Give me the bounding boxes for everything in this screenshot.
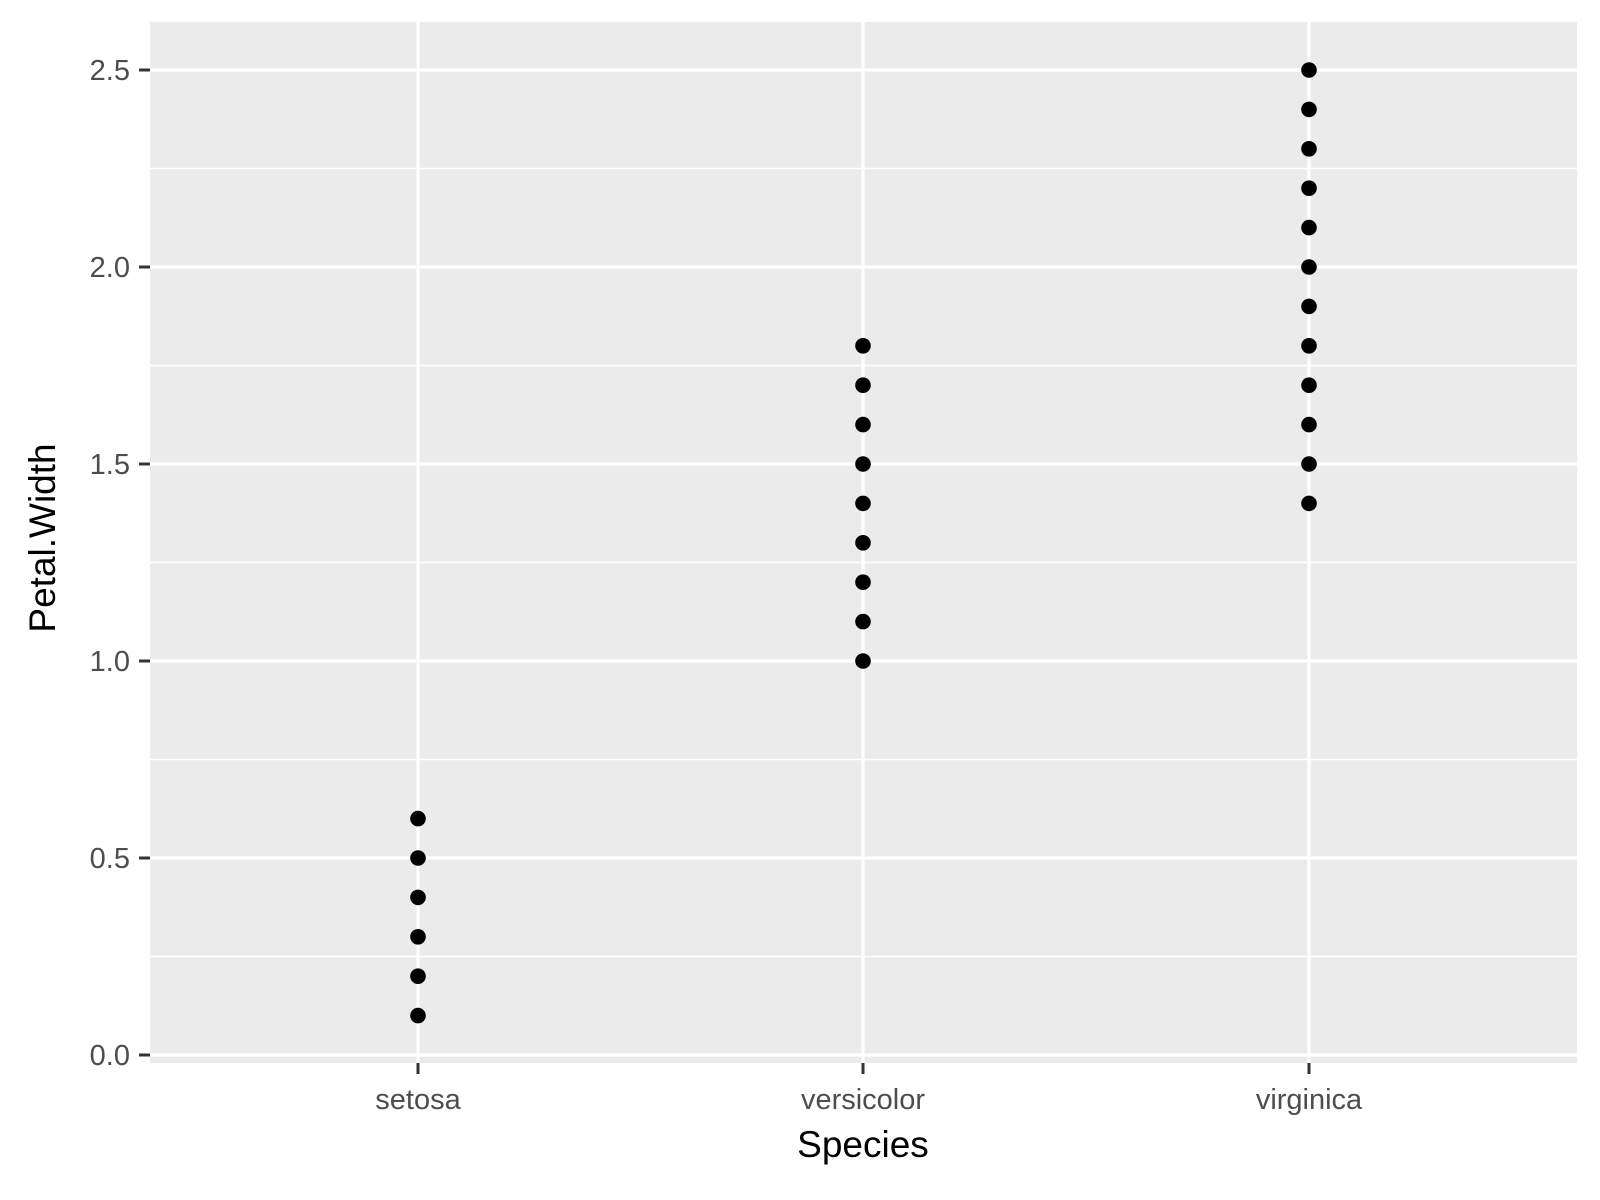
data-point (1301, 141, 1317, 157)
data-point (1301, 377, 1317, 394)
y-tick-label: 2.5 (90, 55, 130, 87)
data-point (855, 456, 871, 472)
data-point (410, 929, 426, 945)
data-point (855, 338, 871, 354)
major-gridlines (150, 22, 1577, 1063)
y-tick-label: 0.5 (90, 843, 130, 875)
data-point (855, 574, 871, 590)
data-point (855, 495, 871, 512)
y-axis-title: Petal.Width (22, 443, 63, 632)
data-point (1301, 495, 1317, 512)
data-point (410, 810, 426, 827)
x-axis: setosa versicolor virginica (375, 1063, 1363, 1116)
x-tick-label: virginica (1256, 1084, 1363, 1116)
x-tick-label: setosa (375, 1084, 461, 1116)
y-tick-label: 2.0 (90, 252, 130, 284)
data-point (410, 1007, 426, 1024)
data-point (855, 377, 871, 394)
x-tick-label: versicolor (801, 1084, 925, 1116)
data-point (855, 535, 871, 551)
y-axis: 0.0 0.5 1.0 1.5 2.0 2.5 (90, 55, 150, 1072)
data-point (855, 613, 871, 630)
data-point (855, 416, 871, 433)
data-point (1301, 219, 1317, 236)
data-point (1301, 62, 1317, 78)
data-points (410, 62, 1317, 1024)
data-point (1301, 101, 1317, 118)
x-axis-title: Species (797, 1124, 929, 1165)
data-point (1301, 298, 1317, 315)
data-point (410, 968, 426, 984)
y-tick-label: 0.0 (90, 1040, 130, 1072)
data-point (1301, 416, 1317, 433)
data-point (1301, 180, 1317, 196)
data-point (1301, 456, 1317, 472)
data-point (1301, 259, 1317, 275)
y-tick-label: 1.0 (90, 646, 130, 678)
y-tick-label: 1.5 (90, 449, 130, 481)
data-point (855, 653, 871, 669)
data-point (1301, 338, 1317, 354)
data-point (410, 889, 426, 906)
data-point (410, 850, 426, 866)
